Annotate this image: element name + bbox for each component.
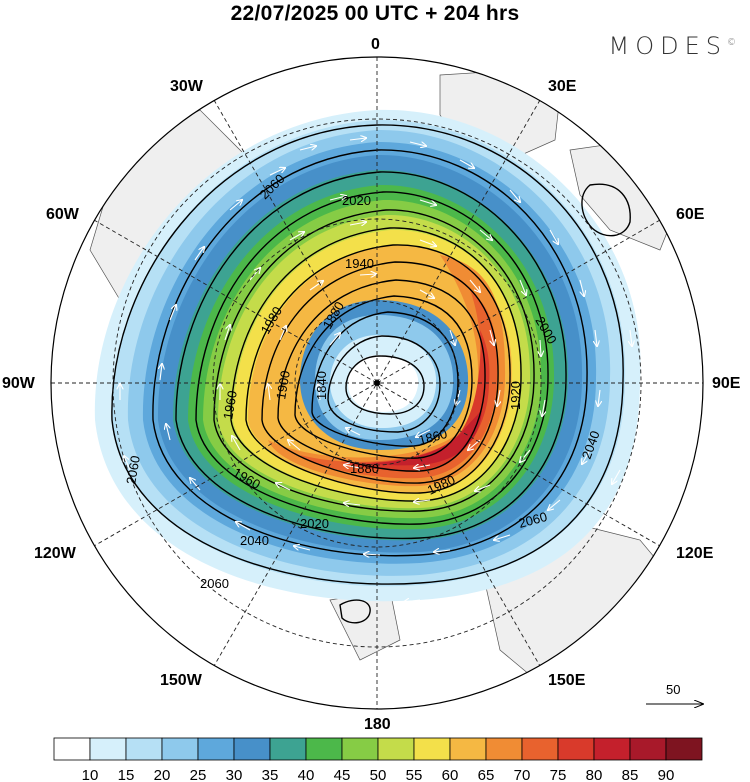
forecast-title: 22/07/2025 00 UTC + 204 hrs [230,2,520,25]
colorbar-swatch [89,737,127,761]
colorbar-swatch [269,737,307,761]
lon-label-120e: 120E [676,545,714,562]
colorbar-swatch [161,737,199,761]
colorbar-tick-label: 40 [298,767,315,782]
colorbar-swatch [449,737,487,761]
colorbar-swatch [377,737,415,761]
pole-marker [374,380,380,386]
brand-logo: MODES© [609,32,736,60]
colorbar-tick-label: 20 [154,767,171,782]
lon-label-60e: 60E [676,206,705,223]
colorbar-tick-label: 25 [190,767,207,782]
brand-text: MODES [608,32,727,60]
contour-label: 1880 [350,461,379,476]
contour-label: 1860 [417,426,449,448]
colorbar-swatch [413,737,451,761]
lon-label-120w: 120W [34,545,76,562]
lon-label-30w: 30W [170,78,203,95]
colorbar-tick-label: 35 [262,767,279,782]
lon-label-30e: 30E [548,78,577,95]
lon-label-90w: 90W [2,375,35,392]
colorbar-tick-label: 65 [478,767,495,782]
colorbar-tick-label: 50 [370,767,387,782]
colorbar-tick-label: 75 [550,767,567,782]
colorbar-tick-label: 15 [118,767,135,782]
colorbar-swatch [233,737,271,761]
colorbar-swatch [593,737,631,761]
colorbar-swatch [557,737,595,761]
contour-label: 2020 [342,193,371,208]
lon-label-90e: 90E [712,375,741,392]
contour-label: 1940 [345,256,374,271]
colorbar-swatch [665,737,703,761]
wind-speed-shading [94,109,641,602]
colorbar-tick-label: 30 [226,767,243,782]
colorbar: 10 15 20 25 30 35 40 45 50 55 60 65 70 75 80 85 90 [53,737,703,782]
contour-label: 1920 [508,381,523,410]
lon-label-150e: 150E [548,672,586,689]
colorbar-tick-label: 70 [514,767,531,782]
contour-label: 1840 [314,371,329,400]
colorbar-swatch [197,737,235,761]
colorbar-tick-label: 45 [334,767,351,782]
colorbar-swatch [521,737,559,761]
contour-label: 2060 [200,576,229,591]
lon-label-0: 0 [371,36,380,53]
colorbar-tick-label: 80 [586,767,603,782]
colorbar-swatch [485,737,523,761]
colorbar-tick-label: 85 [622,767,639,782]
colorbar-tick-label: 55 [406,767,423,782]
reference-vector-label: 50 [666,682,681,697]
colorbar-swatch [125,737,163,761]
contour-label: 2060 [517,509,549,531]
colorbar-swatch [629,737,667,761]
colorbar-swatch [341,737,379,761]
contour-label: 2060 [123,454,143,485]
colorbar-tick-label: 60 [442,767,459,782]
lon-label-180: 180 [364,716,391,733]
map-border [50,56,704,710]
contour-label: 2040 [240,533,269,548]
contour-label: 1900 [273,369,293,400]
colorbar-tick-label: 90 [658,767,675,782]
colorbar-swatch [53,737,91,761]
lon-label-60w: 60W [46,206,79,223]
contour-label: 1960 [220,389,240,420]
contour-label: 2020 [300,516,329,531]
lon-label-150w: 150W [160,672,202,689]
colorbar-tick-label: 10 [82,767,99,782]
brand-mark: © [727,38,736,48]
colorbar-swatch [305,737,343,761]
